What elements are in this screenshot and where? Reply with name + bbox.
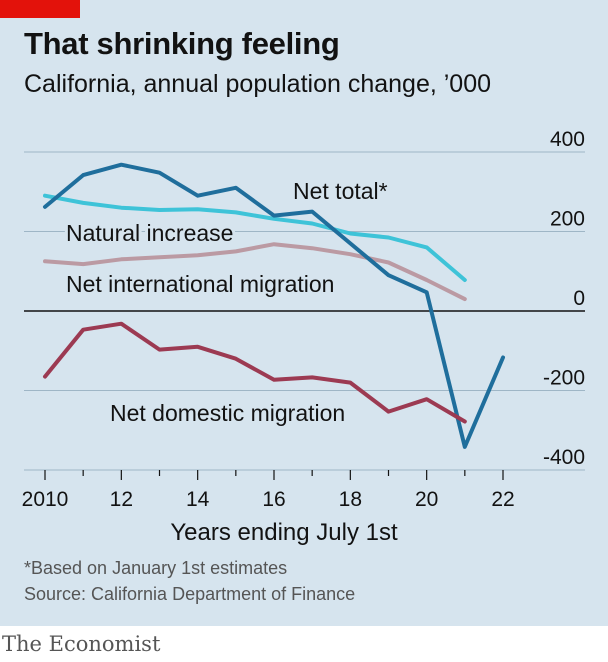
brand-red-tag [0,0,80,18]
series-label-natural-increase: Natural increase [66,220,233,246]
y-tick-label: 0 [573,287,585,310]
x-tick-label: 22 [491,488,514,511]
x-axis: 2010 12 14 16 18 20 22 [22,470,515,511]
y-tick-label: 200 [550,208,585,231]
series-label-net-international-migration: Net international migration [66,271,334,297]
x-tick-label: 14 [186,488,210,511]
y-tick-labels: -400 -200 0 200 400 [543,128,585,469]
y-tick-label: -400 [543,446,585,469]
chart-subtitle: California, annual population change, ’0… [24,70,492,98]
series-lines [43,162,505,449]
x-axis-label: Years ending July 1st [170,519,398,546]
footnote: *Based on January 1st estimates [24,558,288,578]
x-tick-label: 20 [415,488,438,511]
chart-title: That shrinking feeling [24,26,340,61]
series-line-natural-increase [43,193,467,282]
source-note: Source: California Department of Finance [24,584,356,604]
line-chart: -400 -200 0 200 400 2010 12 14 16 18 20 22 Natural… [22,128,585,546]
series-label-net-domestic-migration: Net domestic migration [110,400,345,426]
chart-panel [0,0,608,626]
brand-wordmark: The Economist [2,632,161,656]
x-tick-label: 12 [110,488,133,511]
series-label-net-total: Net total* [293,178,388,204]
series-line-net-domestic-migration [43,321,467,424]
grid-lines [24,151,585,471]
series-line-net-total [43,162,505,449]
x-tick-label: 18 [339,488,362,511]
y-tick-label: -200 [543,367,585,390]
y-tick-label: 400 [550,128,585,151]
x-tick-label: 16 [262,488,285,511]
series-labels: Natural increase Net international migrat… [63,175,391,429]
series-line-net-international-migration [43,242,467,302]
x-tick-label: 2010 [22,488,69,511]
